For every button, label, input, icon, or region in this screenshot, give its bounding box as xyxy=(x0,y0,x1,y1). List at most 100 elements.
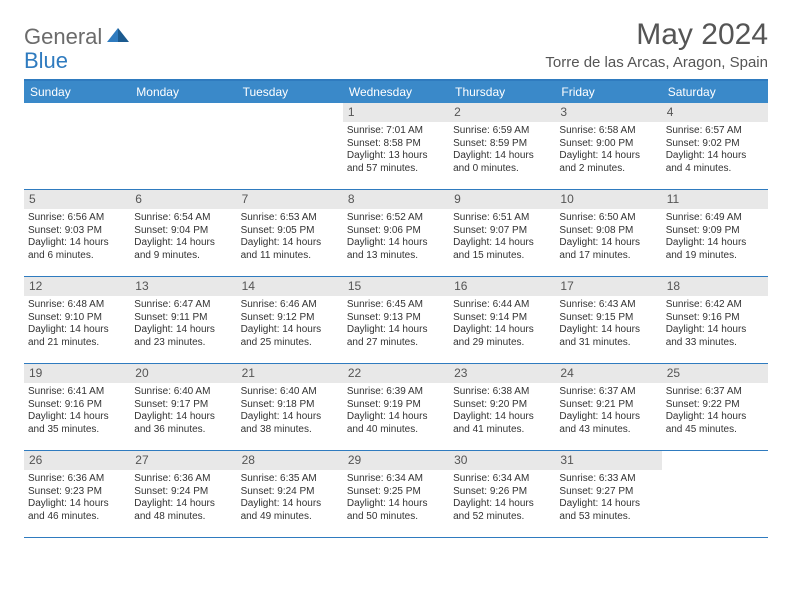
week-row: 1Sunrise: 7:01 AMSunset: 8:58 PMDaylight… xyxy=(24,103,768,190)
sunrise-text: Sunrise: 6:46 AM xyxy=(241,299,339,312)
month-title: May 2024 xyxy=(545,18,768,52)
day-cell: 14Sunrise: 6:46 AMSunset: 9:12 PMDayligh… xyxy=(237,277,343,363)
day-number: 27 xyxy=(130,451,236,470)
day-number: 9 xyxy=(449,190,555,209)
day-number: 18 xyxy=(662,277,768,296)
sunrise-text: Sunrise: 6:37 AM xyxy=(666,386,764,399)
day-number: 6 xyxy=(130,190,236,209)
sunset-text: Sunset: 9:16 PM xyxy=(666,312,764,325)
day-cell xyxy=(237,103,343,189)
sunrise-text: Sunrise: 6:40 AM xyxy=(134,386,232,399)
day-cell: 16Sunrise: 6:44 AMSunset: 9:14 PMDayligh… xyxy=(449,277,555,363)
day-header: Sunday xyxy=(24,81,130,103)
sunrise-text: Sunrise: 6:41 AM xyxy=(28,386,126,399)
sunset-text: Sunset: 9:14 PM xyxy=(453,312,551,325)
day-cell: 30Sunrise: 6:34 AMSunset: 9:26 PMDayligh… xyxy=(449,451,555,537)
daylight-text: Daylight: 14 hours and 23 minutes. xyxy=(134,324,232,349)
day-cell: 7Sunrise: 6:53 AMSunset: 9:05 PMDaylight… xyxy=(237,190,343,276)
logo-triangle-icon xyxy=(107,27,129,48)
day-cell: 5Sunrise: 6:56 AMSunset: 9:03 PMDaylight… xyxy=(24,190,130,276)
day-cell: 3Sunrise: 6:58 AMSunset: 9:00 PMDaylight… xyxy=(555,103,661,189)
day-cell: 19Sunrise: 6:41 AMSunset: 9:16 PMDayligh… xyxy=(24,364,130,450)
day-cell: 6Sunrise: 6:54 AMSunset: 9:04 PMDaylight… xyxy=(130,190,236,276)
sunrise-text: Sunrise: 6:50 AM xyxy=(559,212,657,225)
daylight-text: Daylight: 14 hours and 33 minutes. xyxy=(666,324,764,349)
day-cell xyxy=(130,103,236,189)
sunset-text: Sunset: 9:16 PM xyxy=(28,399,126,412)
sunset-text: Sunset: 9:26 PM xyxy=(453,486,551,499)
sunset-text: Sunset: 9:00 PM xyxy=(559,138,657,151)
day-number: 14 xyxy=(237,277,343,296)
location: Torre de las Arcas, Aragon, Spain xyxy=(545,54,768,71)
daylight-text: Daylight: 14 hours and 40 minutes. xyxy=(347,411,445,436)
daylight-text: Daylight: 14 hours and 53 minutes. xyxy=(559,498,657,523)
sunrise-text: Sunrise: 6:40 AM xyxy=(241,386,339,399)
daylight-text: Daylight: 14 hours and 49 minutes. xyxy=(241,498,339,523)
sunrise-text: Sunrise: 6:58 AM xyxy=(559,125,657,138)
day-cell: 4Sunrise: 6:57 AMSunset: 9:02 PMDaylight… xyxy=(662,103,768,189)
sunset-text: Sunset: 9:23 PM xyxy=(28,486,126,499)
day-number: 2 xyxy=(449,103,555,122)
sunrise-text: Sunrise: 6:56 AM xyxy=(28,212,126,225)
day-cell: 28Sunrise: 6:35 AMSunset: 9:24 PMDayligh… xyxy=(237,451,343,537)
sunrise-text: Sunrise: 6:42 AM xyxy=(666,299,764,312)
sunset-text: Sunset: 9:17 PM xyxy=(134,399,232,412)
daylight-text: Daylight: 14 hours and 15 minutes. xyxy=(453,237,551,262)
daylight-text: Daylight: 14 hours and 6 minutes. xyxy=(28,237,126,262)
week-row: 19 Sunrise: 6:41 AMSunset: 9:16 PM Dayligh… xyxy=(24,364,768,451)
day-number: 24 xyxy=(555,364,661,383)
day-number: 25 xyxy=(662,364,768,383)
logo: General xyxy=(24,24,131,50)
week-row: 26Sunrise: 6:36 AMSunset: 9:23 PMDayligh… xyxy=(24,451,768,538)
sunset-text: Sunset: 9:07 PM xyxy=(453,225,551,238)
calendar: SundayMondayTuesdayWednesdayThursdayFrid… xyxy=(24,79,768,538)
daylight-text: Daylight: 14 hours and 31 minutes. xyxy=(559,324,657,349)
sunset-text: Sunset: 9:21 PM xyxy=(559,399,657,412)
day-cell: 8Sunrise: 6:52 AMSunset: 9:06 PMDaylight… xyxy=(343,190,449,276)
day-cell: 23Sunrise: 6:38 AMSunset: 9:20 PMDayligh… xyxy=(449,364,555,450)
day-number: 20 xyxy=(130,364,236,383)
day-cell: 1Sunrise: 7:01 AMSunset: 8:58 PMDaylight… xyxy=(343,103,449,189)
day-cell: 27Sunrise: 6:36 AMSunset: 9:24 PMDayligh… xyxy=(130,451,236,537)
daylight-text: Daylight: 14 hours and 13 minutes. xyxy=(347,237,445,262)
sunset-text: Sunset: 9:13 PM xyxy=(347,312,445,325)
sunrise-text: Sunrise: 6:34 AM xyxy=(453,473,551,486)
sunset-text: Sunset: 9:10 PM xyxy=(28,312,126,325)
day-number: 11 xyxy=(662,190,768,209)
sunrise-text: Sunrise: 6:33 AM xyxy=(559,473,657,486)
day-number: 12 xyxy=(24,277,130,296)
sunrise-text: Sunrise: 6:59 AM xyxy=(453,125,551,138)
daylight-text: Daylight: 14 hours and 0 minutes. xyxy=(453,150,551,175)
day-number: 21 xyxy=(237,364,343,383)
day-number: 17 xyxy=(555,277,661,296)
sunrise-text: Sunrise: 6:38 AM xyxy=(453,386,551,399)
day-cell: 9 Sunrise: 6:51 AMSunset: 9:07 PMDaylight… xyxy=(449,190,555,276)
day-header: Friday xyxy=(555,81,661,103)
header: General May 2024 Torre de las Arcas, Ara… xyxy=(24,18,768,71)
daylight-text: Daylight: 14 hours and 11 minutes. xyxy=(241,237,339,262)
sunset-text: Sunset: 9:12 PM xyxy=(241,312,339,325)
sunset-text: Sunset: 9:09 PM xyxy=(666,225,764,238)
day-header: Monday xyxy=(130,81,236,103)
day-cell: 21Sunrise: 6:40 AMSunset: 9:18 PMDayligh… xyxy=(237,364,343,450)
sunrise-text: Sunrise: 6:37 AM xyxy=(559,386,657,399)
day-cell xyxy=(24,103,130,189)
sunset-text: Sunset: 8:58 PM xyxy=(347,138,445,151)
sunrise-text: Sunrise: 6:39 AM xyxy=(347,386,445,399)
logo-text-general: General xyxy=(24,24,102,50)
day-cell: 24Sunrise: 6:37 AMSunset: 9:21 PMDayligh… xyxy=(555,364,661,450)
title-block: May 2024 Torre de las Arcas, Aragon, Spa… xyxy=(545,18,768,71)
daylight-text: Daylight: 14 hours and 46 minutes. xyxy=(28,498,126,523)
day-cell: 13Sunrise: 6:47 AMSunset: 9:11 PMDayligh… xyxy=(130,277,236,363)
day-cell: 26Sunrise: 6:36 AMSunset: 9:23 PMDayligh… xyxy=(24,451,130,537)
day-number: 19 xyxy=(24,364,130,383)
day-cell: 12Sunrise: 6:48 AMSunset: 9:10 PMDayligh… xyxy=(24,277,130,363)
sunrise-text: Sunrise: 6:51 AM xyxy=(453,212,551,225)
day-cell: 10Sunrise: 6:50 AMSunset: 9:08 PMDayligh… xyxy=(555,190,661,276)
day-cell: 11Sunrise: 6:49 AMSunset: 9:09 PMDayligh… xyxy=(662,190,768,276)
sunset-text: Sunset: 9:24 PM xyxy=(134,486,232,499)
sunset-text: Sunset: 9:06 PM xyxy=(347,225,445,238)
day-number: 3 xyxy=(555,103,661,122)
day-number: 1 xyxy=(343,103,449,122)
day-cell: 22Sunrise: 6:39 AMSunset: 9:19 PMDayligh… xyxy=(343,364,449,450)
